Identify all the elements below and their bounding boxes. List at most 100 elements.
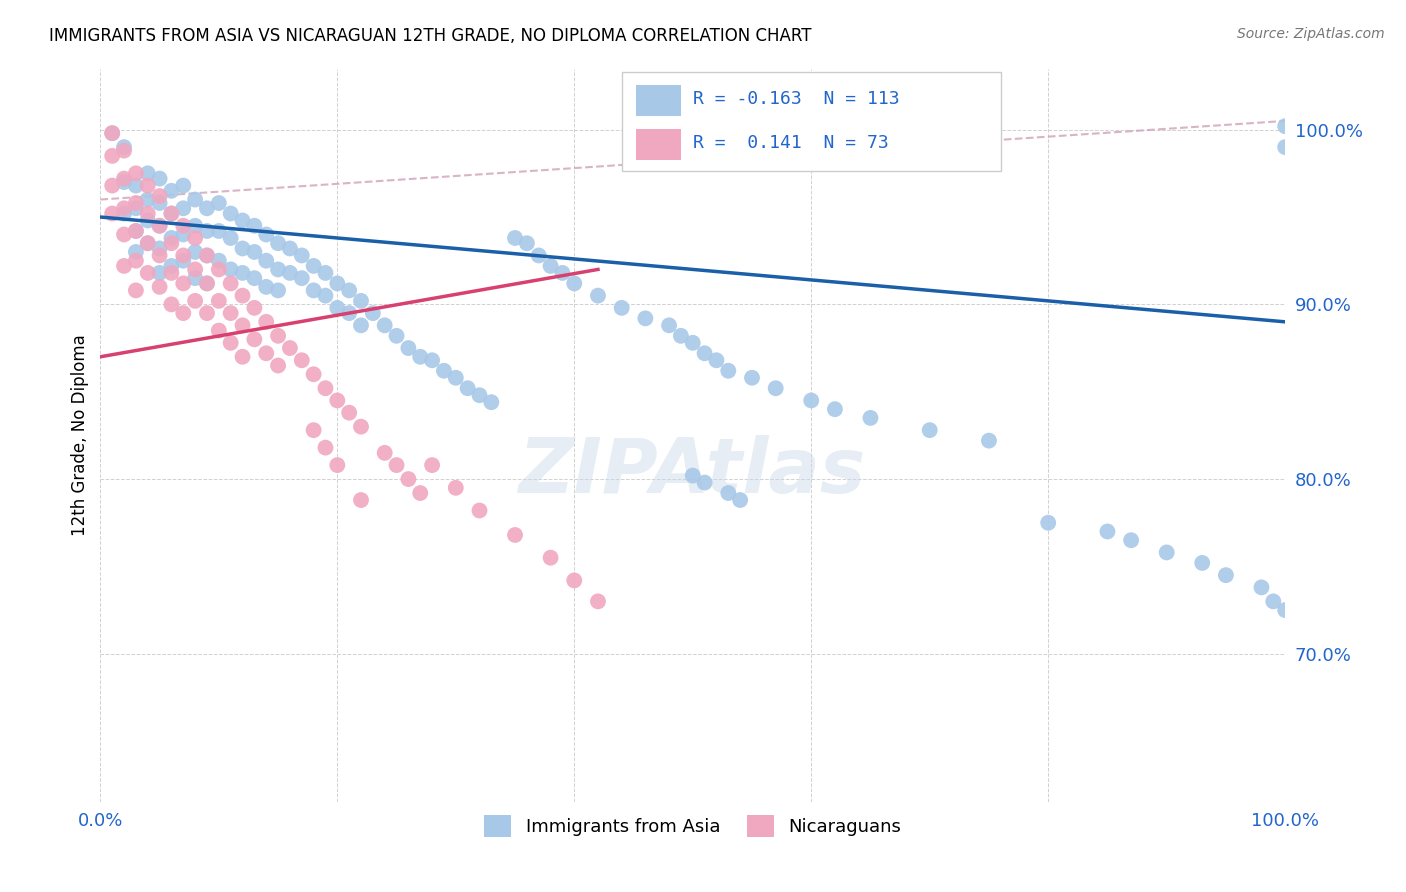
Point	[160, 259, 183, 273]
Point	[728, 493, 751, 508]
Point	[254, 346, 277, 360]
Point	[184, 244, 207, 259]
Point	[314, 266, 336, 280]
Point	[172, 178, 194, 193]
Point	[195, 248, 218, 262]
Point	[302, 423, 325, 437]
Point	[314, 288, 336, 302]
Point	[1274, 140, 1296, 154]
Text: IMMIGRANTS FROM ASIA VS NICARAGUAN 12TH GRADE, NO DIPLOMA CORRELATION CHART: IMMIGRANTS FROM ASIA VS NICARAGUAN 12TH …	[49, 27, 811, 45]
Point	[361, 306, 384, 320]
Point	[326, 277, 349, 291]
Point	[586, 288, 609, 302]
Point	[267, 359, 290, 373]
Point	[208, 262, 231, 277]
Point	[208, 253, 231, 268]
Point	[172, 277, 194, 291]
Point	[136, 266, 159, 280]
Point	[1274, 119, 1296, 133]
Point	[149, 219, 172, 233]
Point	[149, 266, 172, 280]
Point	[219, 262, 242, 277]
Point	[172, 253, 194, 268]
Text: Source: ZipAtlas.com: Source: ZipAtlas.com	[1237, 27, 1385, 41]
Point	[396, 341, 419, 355]
Bar	[636, 86, 681, 116]
Point	[254, 227, 277, 242]
Point	[243, 244, 266, 259]
Point	[267, 284, 290, 298]
Point	[125, 224, 148, 238]
Point	[195, 201, 218, 215]
Point	[302, 284, 325, 298]
Point	[337, 306, 360, 320]
Point	[125, 201, 148, 215]
Point	[195, 277, 218, 291]
Point	[172, 306, 194, 320]
Point	[682, 335, 704, 350]
Point	[219, 306, 242, 320]
Point	[337, 284, 360, 298]
Point	[824, 402, 846, 417]
Point	[160, 266, 183, 280]
Point	[136, 166, 159, 180]
Point	[101, 178, 124, 193]
Point	[184, 271, 207, 285]
Point	[254, 315, 277, 329]
Point	[859, 411, 882, 425]
Point	[125, 224, 148, 238]
Point	[693, 475, 716, 490]
Point	[254, 253, 277, 268]
Point	[706, 353, 728, 368]
Text: R =  0.141  N = 73: R = 0.141 N = 73	[693, 135, 889, 153]
Point	[208, 196, 231, 211]
Point	[658, 318, 681, 333]
Point	[267, 262, 290, 277]
Point	[160, 206, 183, 220]
Point	[682, 468, 704, 483]
Point	[136, 178, 159, 193]
Point	[634, 311, 657, 326]
Point	[503, 231, 526, 245]
Point	[396, 472, 419, 486]
Point	[527, 248, 550, 262]
Point	[278, 341, 301, 355]
Point	[184, 193, 207, 207]
Point	[231, 242, 253, 256]
Point	[1156, 545, 1178, 559]
Point	[977, 434, 1000, 448]
Point	[136, 236, 159, 251]
Point	[267, 236, 290, 251]
Point	[160, 236, 183, 251]
Point	[208, 224, 231, 238]
Text: R = -0.163  N = 113: R = -0.163 N = 113	[693, 90, 900, 108]
Point	[503, 528, 526, 542]
Point	[302, 368, 325, 382]
Point	[101, 126, 124, 140]
Point	[160, 184, 183, 198]
Point	[208, 324, 231, 338]
Point	[149, 196, 172, 211]
Point	[1215, 568, 1237, 582]
Point	[195, 224, 218, 238]
Point	[420, 353, 443, 368]
Point	[149, 189, 172, 203]
Point	[112, 227, 135, 242]
Point	[149, 171, 172, 186]
Point	[231, 288, 253, 302]
Point	[112, 206, 135, 220]
Point	[540, 259, 562, 273]
Point	[219, 335, 242, 350]
Point	[800, 393, 823, 408]
Point	[172, 227, 194, 242]
Point	[195, 306, 218, 320]
Point	[231, 350, 253, 364]
Point	[562, 574, 585, 588]
Point	[337, 406, 360, 420]
Point	[1038, 516, 1060, 530]
Point	[184, 262, 207, 277]
Legend: Immigrants from Asia, Nicaraguans: Immigrants from Asia, Nicaraguans	[477, 808, 908, 845]
Point	[184, 219, 207, 233]
Point	[254, 280, 277, 294]
Point	[112, 201, 135, 215]
